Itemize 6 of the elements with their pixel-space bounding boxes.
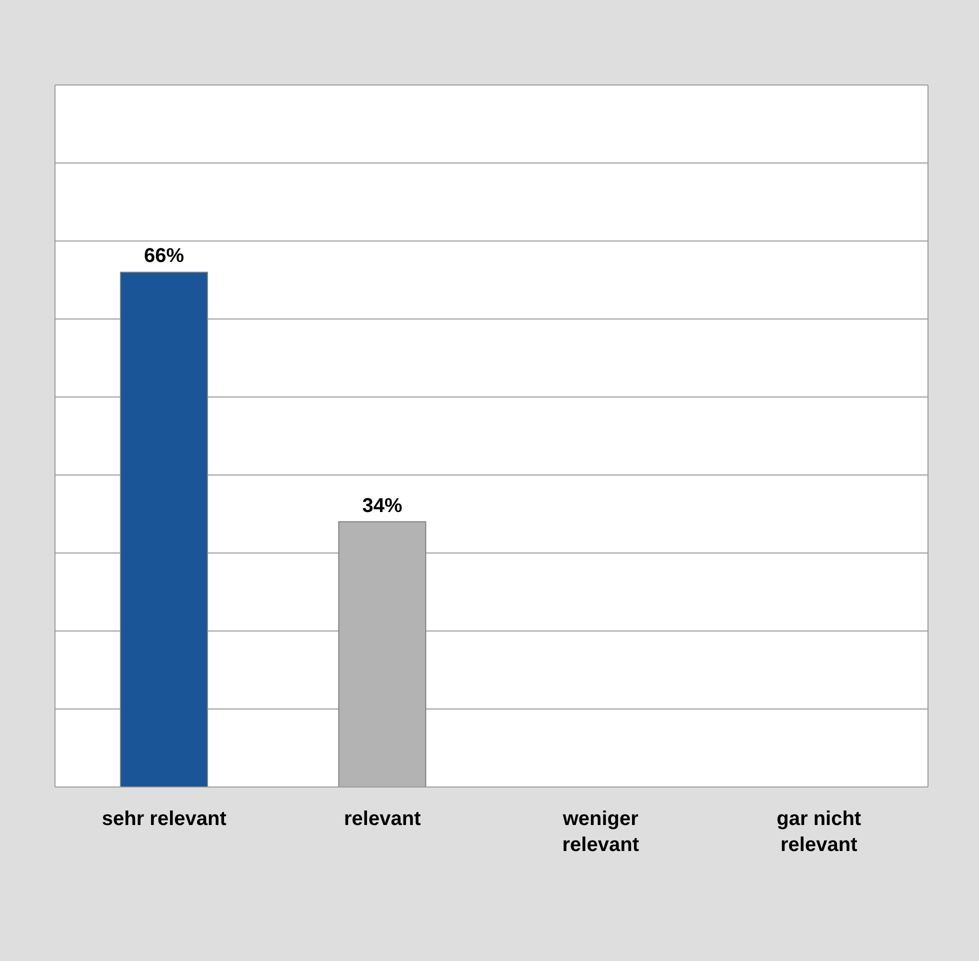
x-tick-label: relevant bbox=[344, 808, 422, 830]
x-tick-label: weniger relevant bbox=[562, 808, 640, 856]
data-label: 66% bbox=[144, 245, 184, 268]
x-tick-label: gar nicht relevant bbox=[776, 808, 862, 856]
data-label: 34% bbox=[362, 494, 402, 517]
x-tick-label: sehr relevant bbox=[102, 808, 227, 830]
